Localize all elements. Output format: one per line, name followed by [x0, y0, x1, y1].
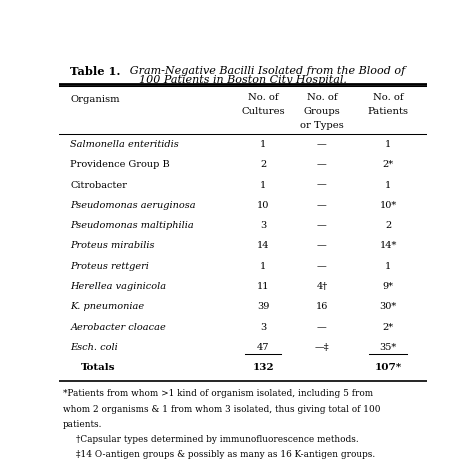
Text: Proteus rettgeri: Proteus rettgeri [70, 262, 149, 271]
Text: Salmonella enteritidis: Salmonella enteritidis [70, 140, 179, 149]
Text: 3: 3 [260, 221, 266, 230]
Text: 2*: 2* [383, 323, 393, 332]
Text: Pseudomonas maltiphilia: Pseudomonas maltiphilia [70, 221, 194, 230]
Text: 16: 16 [316, 302, 328, 311]
Text: K. pneumoniae: K. pneumoniae [70, 302, 145, 311]
Text: Totals: Totals [82, 363, 116, 373]
Text: Providence Group B: Providence Group B [70, 160, 170, 169]
Text: No. of: No. of [373, 93, 403, 102]
Text: 14: 14 [257, 242, 269, 251]
Text: —: — [317, 140, 327, 149]
Text: 1: 1 [260, 140, 266, 149]
Text: 39: 39 [257, 302, 269, 311]
Text: 1: 1 [260, 180, 266, 189]
Text: or Types: or Types [300, 121, 344, 130]
Text: Cultures: Cultures [241, 107, 285, 116]
Text: 132: 132 [252, 363, 274, 373]
Text: Table 1.: Table 1. [70, 65, 121, 77]
Text: —: — [317, 323, 327, 332]
Text: —: — [317, 180, 327, 189]
Text: Aerobacter cloacae: Aerobacter cloacae [70, 323, 166, 332]
Text: whom 2 organisms & 1 from whom 3 isolated, thus giving total of 100: whom 2 organisms & 1 from whom 3 isolate… [63, 405, 381, 414]
Text: 1: 1 [260, 262, 266, 271]
Text: 1: 1 [385, 180, 391, 189]
Text: —: — [317, 160, 327, 169]
Text: Proteus mirabilis: Proteus mirabilis [70, 242, 155, 251]
Text: Citrobacter: Citrobacter [70, 180, 127, 189]
Text: 9*: 9* [383, 282, 393, 291]
Text: 1: 1 [385, 140, 391, 149]
Text: †Capsular types determined by immunofluorescence methods.: †Capsular types determined by immunofluo… [76, 435, 358, 444]
Text: 2*: 2* [383, 160, 393, 169]
Text: 47: 47 [257, 343, 269, 352]
Text: —: — [317, 221, 327, 230]
Text: Patients: Patients [367, 107, 409, 116]
Text: 107*: 107* [374, 363, 401, 373]
Text: 2: 2 [260, 160, 266, 169]
Text: —: — [317, 201, 327, 210]
Text: 14*: 14* [379, 242, 397, 251]
Text: Pseudomonas aeruginosa: Pseudomonas aeruginosa [70, 201, 196, 210]
Text: *Patients from whom >1 kind of organism isolated, including 5 from: *Patients from whom >1 kind of organism … [63, 390, 373, 398]
Text: 4†: 4† [316, 282, 328, 291]
Text: 11: 11 [257, 282, 269, 291]
Text: —: — [317, 242, 327, 251]
Text: 30*: 30* [379, 302, 397, 311]
Text: Groups: Groups [303, 107, 340, 116]
Text: 35*: 35* [379, 343, 397, 352]
Text: No. of: No. of [307, 93, 337, 102]
Text: ‡​14 O-antigen groups & possibly as many as 16 K-antigen groups.: ‡​14 O-antigen groups & possibly as many… [76, 450, 375, 459]
Text: No. of: No. of [248, 93, 278, 102]
Text: Organism: Organism [70, 95, 120, 104]
Text: 100 Patients in Boston City Hospital.: 100 Patients in Boston City Hospital. [139, 75, 347, 85]
Text: —‡: —‡ [315, 343, 329, 352]
Text: Herellea vaginicola: Herellea vaginicola [70, 282, 166, 291]
Text: 2: 2 [385, 221, 391, 230]
Text: 10: 10 [257, 201, 269, 210]
Text: patients.: patients. [63, 420, 102, 429]
Text: Esch. coli: Esch. coli [70, 343, 118, 352]
Text: —: — [317, 262, 327, 271]
Text: 10*: 10* [379, 201, 397, 210]
Text: Gram-Negative Bacilli Isolated from the Blood of: Gram-Negative Bacilli Isolated from the … [124, 65, 405, 75]
Text: 3: 3 [260, 323, 266, 332]
Text: 1: 1 [385, 262, 391, 271]
